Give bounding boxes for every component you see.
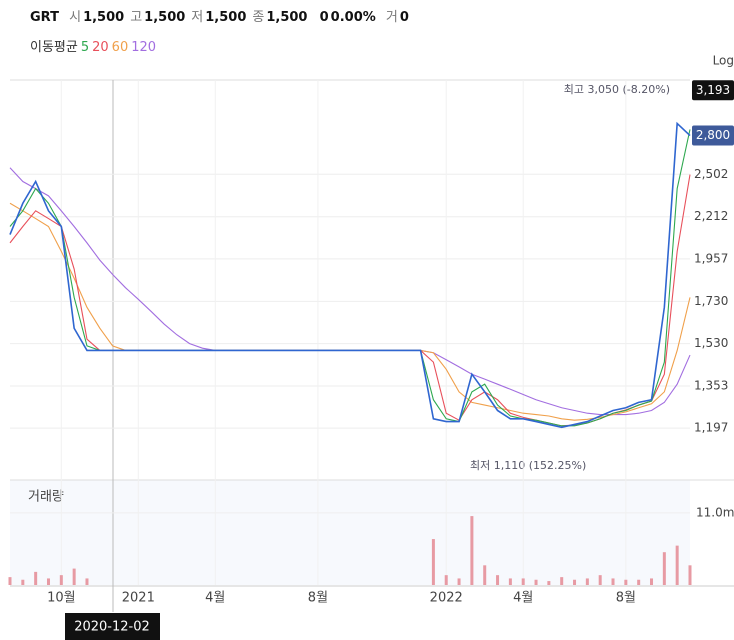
volume-bar xyxy=(508,578,512,585)
y-tick-label: 1,353 xyxy=(694,378,728,392)
price-line xyxy=(9,202,691,421)
price-badge-label: 2,800 xyxy=(696,128,730,142)
volume-bar xyxy=(624,579,628,585)
change-pct: 0.00% xyxy=(330,10,376,25)
x-tick-label: 4월 xyxy=(513,591,533,606)
legend-title: 이동평균 xyxy=(30,40,78,55)
price-badge xyxy=(692,125,734,146)
price-value: 1,500 xyxy=(144,10,186,25)
volume-bar xyxy=(662,552,666,585)
y-tick-label: 2,212 xyxy=(694,209,728,223)
volume-bar xyxy=(59,575,63,585)
volume: 0 xyxy=(399,10,409,25)
y-tick-label: 1,530 xyxy=(694,336,728,350)
volume-bar xyxy=(470,516,474,585)
volume-bar xyxy=(585,578,589,585)
price-line xyxy=(9,121,691,429)
x-tick-label: 2022 xyxy=(430,591,463,606)
y2-tick-label: 11.0m xyxy=(696,505,734,519)
volume-bar xyxy=(21,579,25,585)
volume-bar xyxy=(598,575,602,585)
panel-title: 거래량 xyxy=(28,490,64,505)
volume-panel xyxy=(10,480,690,585)
y-tick-label: 1,730 xyxy=(694,294,728,308)
x-tick-label: 8월 xyxy=(308,591,328,606)
volume-label: 거 xyxy=(385,10,398,25)
symbol: GRT xyxy=(30,10,59,25)
price-label: 시 xyxy=(69,10,82,25)
volume-bar xyxy=(650,578,654,585)
high-annotation: 최고 3,050 (-8.20%) xyxy=(564,83,670,96)
price-line xyxy=(9,174,691,427)
legend: 이동평균 5 20 60 120 xyxy=(30,36,159,55)
legend-entry: 60 xyxy=(111,40,129,55)
volume-bar xyxy=(688,565,692,585)
volume-bar xyxy=(611,578,615,585)
price-badge-label: 3,193 xyxy=(696,83,730,97)
volume-bar xyxy=(85,578,89,585)
crosshair-box xyxy=(65,613,160,640)
price-badge xyxy=(692,80,734,101)
scale-label: Log xyxy=(713,54,734,68)
volume-bar xyxy=(457,578,461,585)
volume-bar xyxy=(573,579,577,585)
legend-entry: 5 xyxy=(80,40,90,55)
volume-bar xyxy=(675,545,679,585)
legend-entry: 20 xyxy=(92,40,109,55)
volume-bar xyxy=(431,539,435,585)
price-value: 1,500 xyxy=(205,10,247,25)
x-tick-label: 10월 xyxy=(47,591,76,606)
x-tick-label: 2021 xyxy=(122,591,155,606)
volume-bar xyxy=(560,577,564,585)
price-value: 1,500 xyxy=(83,10,125,25)
volume-bar xyxy=(46,578,50,585)
volume-bar xyxy=(72,568,76,585)
volume-bar xyxy=(534,579,538,585)
x-tick-label: 8월 xyxy=(616,591,636,606)
price-value: 1,500 xyxy=(266,10,308,25)
volume-bar xyxy=(444,575,448,585)
change: 0 xyxy=(319,10,329,25)
volume-bar xyxy=(496,575,500,585)
volume-bar xyxy=(547,581,551,585)
y-tick-label: 1,197 xyxy=(694,421,728,435)
price-label: 고 xyxy=(130,10,143,25)
price-label: 저 xyxy=(191,10,204,25)
legend-entry: 120 xyxy=(131,40,157,55)
crosshair-label: 2020-12-02 xyxy=(74,620,150,635)
volume-bar xyxy=(8,577,12,585)
volume-bar xyxy=(483,565,487,585)
price-label: 종 xyxy=(252,10,265,25)
low-annotation: 최저 1,110 (152.25%) xyxy=(470,459,586,472)
x-tick-label: 4월 xyxy=(205,591,225,606)
price-line xyxy=(9,167,691,416)
volume-bar xyxy=(637,579,641,585)
y-tick-label: 2,502 xyxy=(694,167,728,181)
y-tick-label: 1,957 xyxy=(694,251,728,265)
volume-bar xyxy=(521,578,525,585)
volume-bar xyxy=(34,571,38,585)
